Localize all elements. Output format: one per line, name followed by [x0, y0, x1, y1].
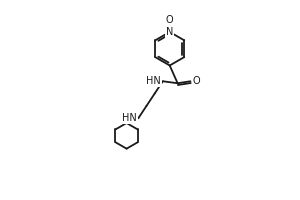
- Text: O: O: [193, 76, 200, 86]
- Text: O: O: [166, 15, 173, 25]
- Text: HN: HN: [122, 113, 137, 123]
- Text: HN: HN: [146, 76, 161, 86]
- Text: N: N: [166, 27, 173, 37]
